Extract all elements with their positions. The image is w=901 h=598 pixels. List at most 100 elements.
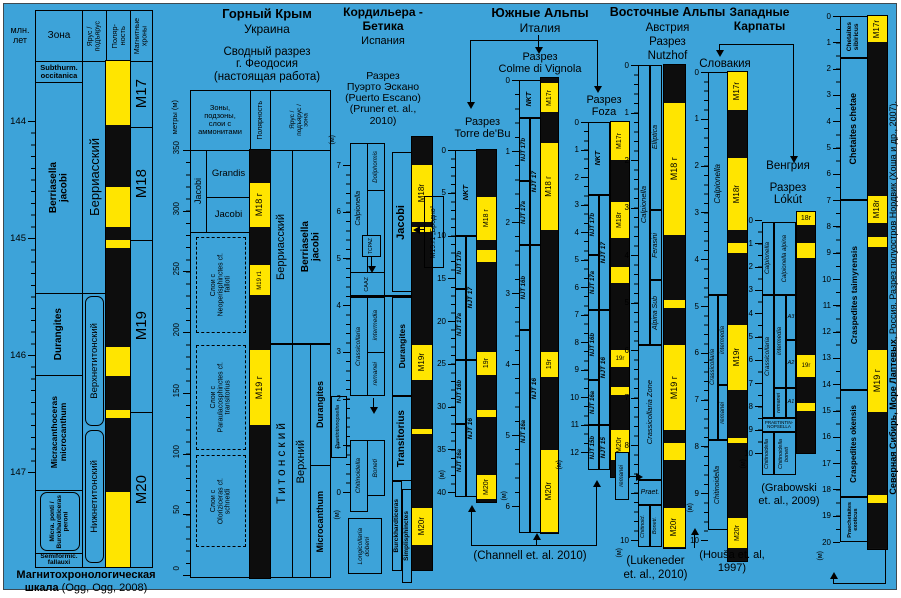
arrow-down-icon (368, 266, 376, 273)
polarity-interval (106, 410, 130, 418)
chron-label: M20r (482, 479, 490, 495)
master-caption-line2: шкала (Ogg, Ogg, 2008) (24, 582, 148, 594)
scale-number: 4 (505, 359, 510, 369)
chron-label: 19r (801, 363, 811, 369)
polarity-interval (106, 187, 130, 227)
major-tick (581, 259, 588, 261)
polarity-interval (611, 283, 629, 350)
scale-number: 9 (694, 488, 699, 498)
major-tick (701, 493, 708, 495)
chron-label: M20r (733, 525, 741, 541)
line (538, 35, 539, 40)
meter-scale-foza: 0 1 2 3 4 5 6 7 8 9 10 11 12 (562, 118, 588, 457)
nutzhof-chitinoid: Chitinoid. (638, 505, 650, 547)
lokut-title2: Lókút (773, 194, 803, 206)
scale-number: 11 (822, 300, 831, 310)
major-tick (833, 515, 840, 517)
torre-title1: Разрез (464, 116, 501, 128)
polarity-interval (797, 243, 815, 258)
major-tick (631, 255, 638, 256)
torre-zone-nkt: NKT (455, 150, 477, 236)
stage-lower-tithonian: Нижнетитонский (85, 430, 104, 563)
nordvik-zone-exoticus: Praechetaites exoticus (840, 497, 868, 542)
scale-number: 13 (822, 353, 831, 363)
major-tick (512, 80, 519, 81)
foza-title2: Foza (591, 106, 617, 118)
major-tick (631, 160, 638, 161)
lokut-a3: A3 (786, 295, 796, 340)
foza-zone-nkt: NKT (588, 122, 610, 195)
major-tick (581, 342, 588, 343)
nutzhof-remanei: remanei (615, 452, 629, 500)
lokut-calpionella-alpina: Calpionella alpina (774, 222, 796, 295)
scale-number: 6 (748, 355, 753, 365)
line (82, 293, 106, 294)
betica-m-label-bottom: (м) (334, 510, 342, 520)
scale-number: 20 (822, 537, 831, 547)
polarity-bar-master (105, 60, 131, 568)
master-header-polarity: Поляр-ность (109, 23, 127, 49)
scale-number: 12 (570, 447, 579, 457)
scale-number: 5 (574, 255, 579, 264)
polarity-interval (797, 377, 815, 403)
torre-zone-njt16b: NJT 16b (455, 360, 466, 424)
major-tick (755, 383, 762, 385)
scale-number: 16 (822, 432, 831, 442)
major-tick (833, 200, 840, 202)
betica-doliphormis: Doliphormis (367, 143, 385, 191)
major-tick (581, 149, 588, 151)
major-tick (28, 121, 35, 122)
scale-number: 25 (437, 359, 446, 369)
major-tick (581, 287, 588, 288)
polarity-interval: M18r (611, 202, 629, 238)
east-country: Австрия (645, 22, 690, 34)
master-header-chrons: Магнитные хроны (134, 17, 149, 55)
meter-scale-torre: 0 5 10 15 20 25 30 35 40 (429, 146, 455, 497)
crimea-stage-tithonian: Титонский (274, 419, 289, 504)
scale-number: 0 (441, 145, 446, 155)
major-tick (833, 542, 840, 543)
arrow-down-icon (594, 86, 602, 93)
major-tick (581, 122, 588, 123)
meter-scale-lokut: 0 1 2 3 4 5 6 7 8 9 10 (736, 216, 762, 458)
stage-upper-tithonian: Верхнетитонский (85, 296, 104, 426)
polarity-interval (728, 110, 747, 158)
line (130, 127, 153, 128)
polarity-bar-betica: M18r M19r M20r (411, 136, 433, 571)
betica-intermedia: intermedia (367, 297, 385, 353)
polarity-interval (611, 267, 629, 283)
betica-tcpaz: TCPAZ (362, 235, 381, 257)
scale-number: 0 (574, 117, 579, 127)
major-tick (581, 204, 588, 206)
jk-boundary-line (270, 343, 331, 345)
scale-number: 7 (748, 378, 753, 388)
crimea-header-zones: Зоны, подзоны, слои с аммонитами (198, 103, 242, 136)
alps-citation: (Channell et. al. 2010) (473, 550, 587, 562)
major-tick (581, 314, 588, 316)
carp-title2: Карпаты (733, 19, 786, 33)
line (538, 41, 539, 48)
major-tick (512, 506, 519, 507)
polarity-bar-slovakia: M17r M18r M19r M20r (727, 71, 748, 562)
scale-number: 1 (826, 37, 831, 47)
major-tick (183, 514, 190, 516)
nordvik-zone-taimyrensis: Craspedites taimyrensis (840, 200, 868, 390)
major-tick (631, 350, 638, 351)
slovakia-citation2: 1997) (717, 562, 747, 574)
line (833, 583, 886, 584)
polarity-interval: M19r (412, 345, 432, 380)
polarity-interval (477, 417, 496, 475)
polarity-interval (664, 430, 685, 443)
line (310, 345, 311, 578)
slovakia-chitinoidella: Chitinoidella (708, 440, 728, 530)
polarity-interval (477, 240, 496, 250)
zone-ponti-peroni: Micra. ponti / Burckhardticeras peroni (40, 492, 80, 551)
minor-ticks (346, 165, 350, 492)
polarity-interval (664, 460, 685, 508)
arrow-up-icon (593, 480, 601, 487)
polarity-interval (250, 295, 270, 350)
scale-number: 250 (172, 262, 181, 276)
polarity-interval: M17r (611, 122, 629, 160)
scale-number: 11 (570, 420, 579, 429)
scale-number: 7 (826, 195, 831, 205)
